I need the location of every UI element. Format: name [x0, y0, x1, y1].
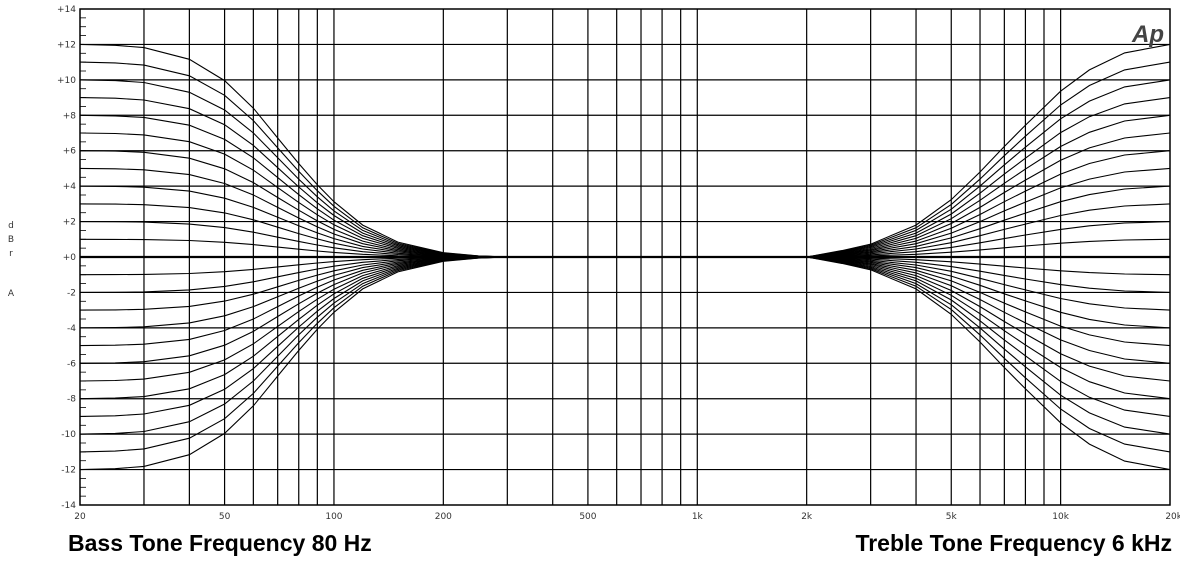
x-tick-label: 20: [74, 512, 86, 522]
frequency-response-chart: +14 +12 +10 +8 +6 +4 +2 +0 -2 -4 -6 -8 -10 -12 -14 20 5…: [0, 0, 1180, 530]
treble-caption: Treble Tone Frequency 6 kHz: [855, 530, 1172, 556]
x-tick-label: 100: [325, 512, 342, 522]
x-tick-label: 2k: [801, 512, 813, 522]
x-tick-label: 200: [435, 512, 452, 522]
bass-curve: [79, 256, 1170, 471]
y-tick-label: -6: [67, 359, 76, 369]
y-axis-label-letter: A: [8, 289, 15, 299]
plot-background: [0, 0, 1180, 530]
response-curves: [79, 43, 1171, 471]
y-tick-label: -8: [67, 395, 76, 405]
y-axis-label: dBr A: [8, 221, 15, 299]
y-axis-label-letter: r: [9, 249, 13, 259]
x-tick-label: 50: [219, 512, 231, 522]
treble-curve: [80, 256, 1171, 329]
treble-curve: [80, 256, 1171, 453]
y-tick-label: -2: [67, 288, 76, 298]
plot-frame: [79, 8, 1171, 506]
x-tick-labels: 20 50 100 200 500 1k 2k 5k 10k 20k: [74, 512, 1180, 522]
y-tick-label: +12: [57, 40, 76, 50]
y-tick-label: +8: [63, 111, 77, 121]
treble-curve: [80, 256, 1171, 382]
y-tick-label: -10: [61, 430, 76, 440]
treble-curve: [80, 114, 1171, 258]
y-axis-label-letter: d: [8, 221, 14, 231]
treble-curve: [80, 256, 1171, 471]
y-tick-label: +2: [63, 218, 76, 228]
x-tick-label: 20k: [1165, 512, 1180, 522]
x-tick-label: 10k: [1052, 512, 1069, 522]
y-tick-labels: +14 +12 +10 +8 +6 +4 +2 +0 -2 -4 -6 -8 -10 -12 -14: [57, 5, 76, 511]
treble-curve: [80, 256, 1171, 276]
y-tick-label: +14: [57, 5, 76, 15]
x-tick-label: 5k: [946, 512, 958, 522]
y-tick-label: +0: [63, 253, 77, 263]
y-tick-label: +6: [63, 147, 77, 157]
y-tick-label: -4: [67, 324, 76, 334]
ap-logo: Ap: [1131, 21, 1164, 48]
y-tick-label: -14: [61, 501, 76, 511]
plot-border: [79, 8, 1171, 506]
y-tick-label: +10: [57, 76, 76, 86]
x-tick-label: 500: [579, 512, 596, 522]
y-axis-label-letter: B: [8, 235, 14, 245]
treble-curve: [80, 167, 1171, 258]
y-tick-label: +4: [63, 182, 77, 192]
treble-curve: [80, 221, 1171, 258]
x-tick-label: 1k: [692, 512, 704, 522]
bass-caption: Bass Tone Frequency 80 Hz: [68, 530, 372, 556]
y-tick-label: -12: [61, 466, 76, 476]
treble-curve: [80, 43, 1171, 258]
